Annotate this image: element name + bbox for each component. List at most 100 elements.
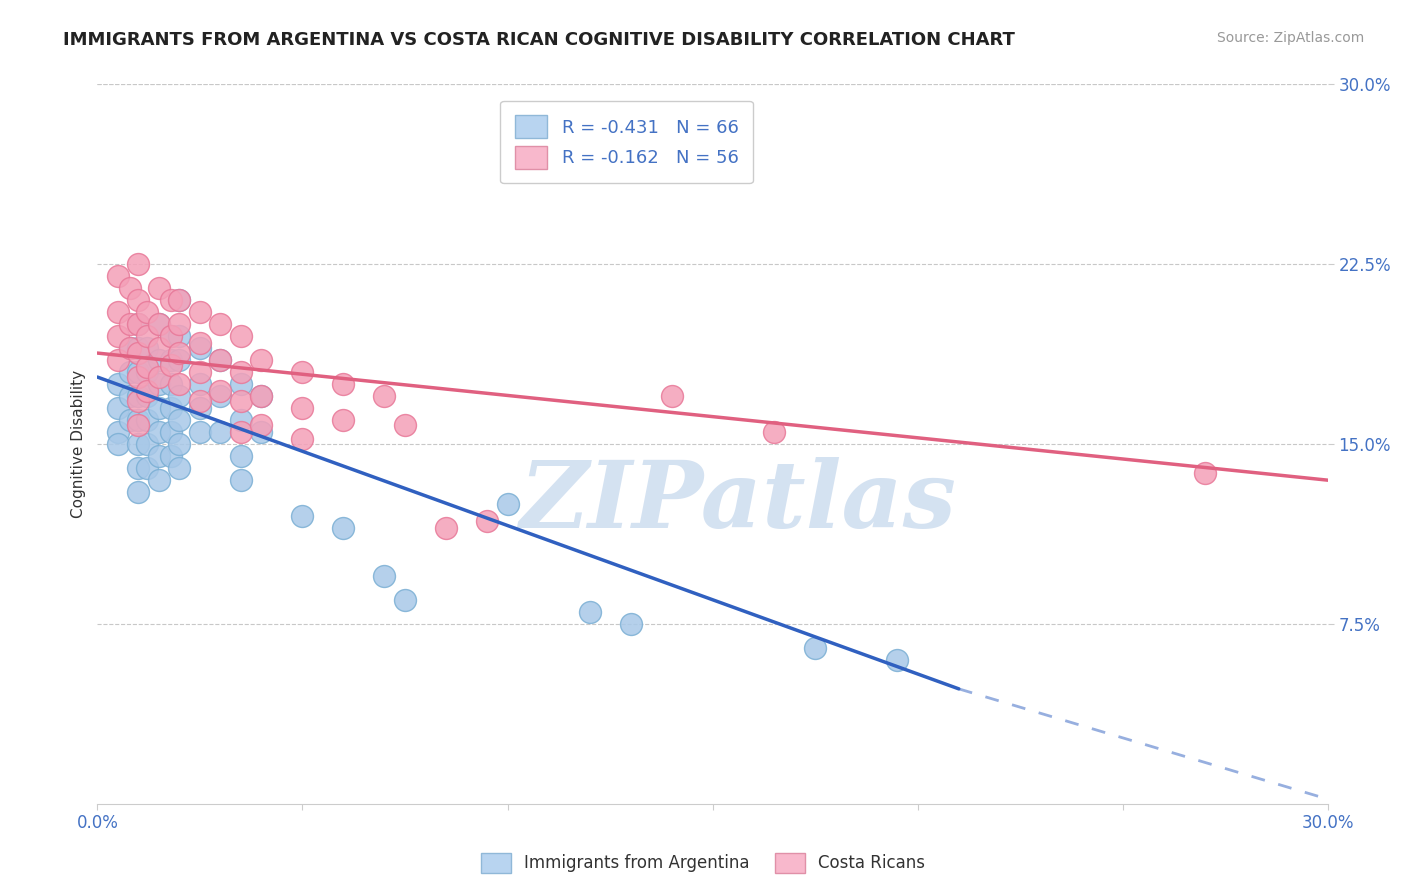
- Point: [209, 318, 232, 332]
- Point: [291, 401, 314, 416]
- Point: [620, 617, 643, 632]
- Point: [332, 413, 354, 427]
- Point: [135, 389, 157, 403]
- Point: [169, 293, 191, 308]
- Point: [578, 605, 600, 619]
- Point: [127, 293, 149, 308]
- Point: [107, 269, 129, 284]
- Point: [169, 346, 191, 360]
- Point: [120, 389, 142, 403]
- Point: [120, 341, 142, 355]
- Point: [107, 305, 129, 319]
- Point: [135, 461, 157, 475]
- Point: [148, 449, 170, 463]
- Point: [107, 353, 129, 368]
- Point: [127, 461, 149, 475]
- Point: [160, 425, 183, 440]
- Point: [291, 509, 314, 524]
- Point: [229, 365, 252, 379]
- Point: [135, 437, 157, 451]
- Point: [135, 365, 157, 379]
- Point: [107, 425, 129, 440]
- Point: [169, 377, 191, 392]
- Point: [148, 425, 170, 440]
- Point: [135, 384, 157, 399]
- Point: [127, 370, 149, 384]
- Point: [332, 521, 354, 535]
- Point: [169, 413, 191, 427]
- Point: [188, 365, 211, 379]
- Point: [804, 641, 827, 656]
- Point: [160, 353, 183, 368]
- Point: [250, 417, 273, 432]
- Point: [169, 293, 191, 308]
- Point: [373, 389, 395, 403]
- Point: [148, 370, 170, 384]
- Point: [250, 389, 273, 403]
- Point: [169, 329, 191, 343]
- Point: [394, 417, 416, 432]
- Text: IMMIGRANTS FROM ARGENTINA VS COSTA RICAN COGNITIVE DISABILITY CORRELATION CHART: IMMIGRANTS FROM ARGENTINA VS COSTA RICAN…: [63, 31, 1015, 49]
- Point: [373, 569, 395, 583]
- Point: [148, 318, 170, 332]
- Point: [127, 394, 149, 409]
- Point: [107, 401, 129, 416]
- Point: [160, 293, 183, 308]
- Point: [188, 377, 211, 392]
- Point: [250, 389, 273, 403]
- Point: [188, 336, 211, 351]
- Point: [127, 346, 149, 360]
- Point: [135, 413, 157, 427]
- Point: [127, 417, 149, 432]
- Point: [127, 413, 149, 427]
- Point: [169, 461, 191, 475]
- Point: [188, 394, 211, 409]
- Point: [209, 425, 232, 440]
- Point: [229, 473, 252, 487]
- Point: [127, 389, 149, 403]
- Point: [661, 389, 683, 403]
- Point: [160, 401, 183, 416]
- Point: [681, 149, 703, 163]
- Point: [229, 425, 252, 440]
- Point: [127, 485, 149, 500]
- Point: [127, 365, 149, 379]
- Point: [1194, 466, 1216, 480]
- Point: [169, 353, 191, 368]
- Point: [188, 305, 211, 319]
- Point: [148, 353, 170, 368]
- Point: [107, 377, 129, 392]
- Point: [160, 358, 183, 372]
- Point: [120, 281, 142, 295]
- Point: [496, 497, 519, 511]
- Point: [107, 437, 129, 451]
- Point: [169, 318, 191, 332]
- Point: [763, 425, 786, 440]
- Text: Source: ZipAtlas.com: Source: ZipAtlas.com: [1216, 31, 1364, 45]
- Point: [135, 341, 157, 355]
- Point: [120, 318, 142, 332]
- Legend: R = -0.431   N = 66, R = -0.162   N = 56: R = -0.431 N = 66, R = -0.162 N = 56: [501, 101, 752, 183]
- Point: [127, 318, 149, 332]
- Point: [886, 653, 908, 667]
- Point: [148, 377, 170, 392]
- Y-axis label: Cognitive Disability: Cognitive Disability: [72, 370, 86, 518]
- Point: [135, 360, 157, 375]
- Point: [120, 341, 142, 355]
- Point: [135, 305, 157, 319]
- Point: [229, 413, 252, 427]
- Point: [127, 341, 149, 355]
- Point: [475, 514, 498, 528]
- Legend: Immigrants from Argentina, Costa Ricans: Immigrants from Argentina, Costa Ricans: [474, 847, 932, 880]
- Point: [127, 437, 149, 451]
- Point: [209, 384, 232, 399]
- Point: [332, 377, 354, 392]
- Point: [291, 433, 314, 447]
- Point: [135, 329, 157, 343]
- Point: [120, 365, 142, 379]
- Point: [169, 389, 191, 403]
- Point: [148, 401, 170, 416]
- Point: [148, 341, 170, 355]
- Point: [229, 394, 252, 409]
- Point: [160, 329, 183, 343]
